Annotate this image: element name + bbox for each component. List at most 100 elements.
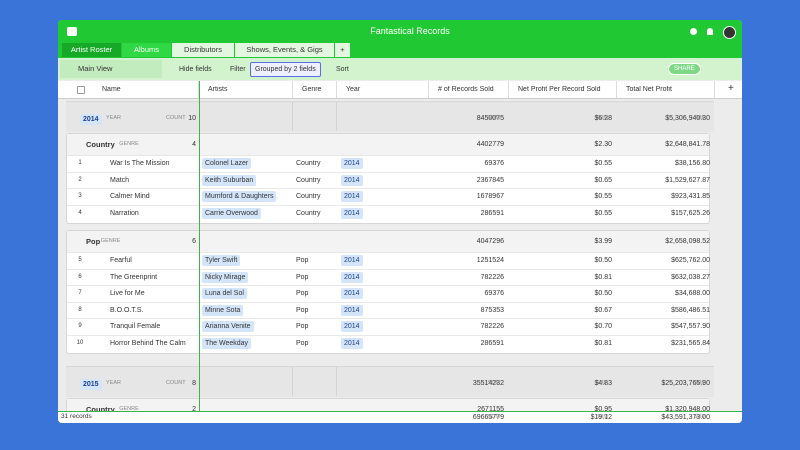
cell-name[interactable]: War Is The Mission xyxy=(110,160,170,167)
column-divider xyxy=(336,81,337,98)
cell-year[interactable]: 2014 xyxy=(341,255,363,266)
group-value[interactable]: 2015 xyxy=(80,379,102,390)
cell-artist[interactable]: Colonel Lazer xyxy=(202,158,252,169)
cell-artist[interactable]: Mumford & Daughters xyxy=(202,191,277,202)
group-sum: $4.83 xyxy=(594,380,612,387)
hide-fields[interactable]: Hide fields xyxy=(179,66,212,73)
cell-year[interactable]: 2014 xyxy=(341,207,363,219)
cell-genre[interactable]: Country xyxy=(296,209,321,217)
cell-number[interactable]: 69376 xyxy=(484,290,504,297)
column-header[interactable]: Total Net Profit xyxy=(626,86,672,93)
cell-number[interactable]: $0.55 xyxy=(594,209,612,217)
group-value[interactable]: 2014 xyxy=(80,114,102,125)
cell-artist[interactable]: The Weekday xyxy=(202,337,252,349)
cell-year[interactable]: 2014 xyxy=(341,271,363,283)
column-header[interactable]: Net Profit Per Record Sold xyxy=(518,86,601,93)
cell-year[interactable]: 2014 xyxy=(341,174,363,186)
cell-number[interactable]: 1251524 xyxy=(476,257,504,264)
cell-artist[interactable]: Carrie Overwood xyxy=(202,207,261,219)
cell-number[interactable]: 875353 xyxy=(480,306,504,314)
tab[interactable]: Artist Roster xyxy=(62,43,121,57)
column-header[interactable]: Genre xyxy=(302,86,322,93)
cell-artist[interactable]: Minne Sota xyxy=(202,304,244,316)
column-header[interactable]: Name xyxy=(102,86,121,93)
cell-artist[interactable]: Tyler Swift xyxy=(202,255,241,266)
cell-genre[interactable]: Pop xyxy=(296,257,309,264)
cell-number[interactable]: $0.55 xyxy=(594,160,612,167)
cell-number[interactable]: $586,486.51 xyxy=(671,306,710,314)
row-number: 1 xyxy=(78,160,82,166)
grouped[interactable]: Grouped by 2 fields xyxy=(250,62,321,77)
cell-number[interactable]: $0.50 xyxy=(594,290,612,297)
cell-genre[interactable]: Pop xyxy=(296,339,309,347)
cell-genre[interactable]: Pop xyxy=(296,273,309,281)
cell-artist[interactable]: Arianna Venite xyxy=(202,321,254,332)
cell-artist[interactable]: Nicky Mirage xyxy=(202,271,249,283)
subgroup-count: 2 xyxy=(192,406,196,411)
cell-name[interactable]: Tranquil Female xyxy=(110,323,161,330)
cell-name[interactable]: Match xyxy=(110,176,130,184)
cell-year[interactable]: 2014 xyxy=(341,321,363,332)
cell-number[interactable]: 2367845 xyxy=(476,176,504,184)
cell-year[interactable]: 2014 xyxy=(341,337,363,349)
filter[interactable]: Filter xyxy=(230,66,246,73)
cell-number[interactable]: $0.50 xyxy=(594,257,612,264)
cell-name[interactable]: Calmer Mind xyxy=(110,193,150,200)
tab[interactable]: Distributors xyxy=(172,43,234,57)
cell-number[interactable]: 782226 xyxy=(480,323,504,330)
subgroup-value[interactable]: Country xyxy=(86,140,115,149)
cell-number[interactable]: $0.67 xyxy=(594,306,612,314)
cell-artist[interactable]: Keith Suburban xyxy=(202,174,257,186)
title[interactable]: Fantastical Records xyxy=(370,26,450,36)
cell-number[interactable]: $632,038.27 xyxy=(671,273,710,281)
cell-number[interactable]: $923,431.85 xyxy=(671,193,710,200)
cell-year[interactable]: 2014 xyxy=(341,191,363,202)
cell-number[interactable]: $0.65 xyxy=(594,176,612,184)
cell-number[interactable]: $625,762.00 xyxy=(671,257,710,264)
sort[interactable]: Sort xyxy=(336,66,349,73)
cell-genre[interactable]: Country xyxy=(296,160,321,167)
cell-year[interactable]: 2014 xyxy=(341,158,363,169)
cell-number[interactable]: $547,557.90 xyxy=(671,323,710,330)
column-header[interactable]: Year xyxy=(346,86,361,93)
cell-year[interactable]: 2014 xyxy=(341,288,363,299)
cell-name[interactable]: Horror Behind The Calm xyxy=(110,339,186,347)
cell-number[interactable]: 286591 xyxy=(480,339,504,347)
cell-genre[interactable]: Pop xyxy=(296,306,309,314)
row-line xyxy=(67,334,709,336)
cell-name[interactable]: Narration xyxy=(110,209,139,217)
cell-number[interactable]: 286591 xyxy=(480,209,504,217)
subgroup-value[interactable]: Country xyxy=(86,405,115,411)
cell-name[interactable]: Fearful xyxy=(110,257,132,264)
tab[interactable]: Shows, Events, & Gigs xyxy=(235,43,334,57)
cell-number[interactable]: $0.70 xyxy=(594,323,612,330)
cell-genre[interactable]: Country xyxy=(296,193,321,200)
cell-number[interactable]: $231,565.84 xyxy=(671,339,710,347)
view-switcher[interactable]: Main View xyxy=(60,60,162,78)
cell-number[interactable]: 1678967 xyxy=(476,193,504,200)
cell-year[interactable]: 2014 xyxy=(341,304,363,316)
cell-genre[interactable]: Pop xyxy=(296,290,309,297)
cell-number[interactable]: $0.81 xyxy=(594,273,612,281)
cell-number[interactable]: $34,688.00 xyxy=(674,290,710,297)
cell-genre[interactable]: Country xyxy=(296,176,321,184)
tab[interactable]: Albums xyxy=(122,43,171,57)
cell-number[interactable]: $0.55 xyxy=(594,193,612,200)
cell-number[interactable]: 69376 xyxy=(484,160,504,167)
column-header[interactable]: Artists xyxy=(208,86,228,93)
cell-number[interactable]: 782226 xyxy=(480,273,504,281)
add-column[interactable]: + xyxy=(728,83,734,94)
tab[interactable]: + xyxy=(335,43,350,57)
cell-artist[interactable]: Luna del Sol xyxy=(202,288,247,299)
cell-genre[interactable]: Pop xyxy=(296,323,309,330)
cell-name[interactable]: B.O.O.T.S. xyxy=(110,306,144,314)
cell-number[interactable]: $38,156.80 xyxy=(674,160,710,167)
cell-number[interactable]: $0.81 xyxy=(594,339,612,347)
cell-name[interactable]: The Greenprint xyxy=(110,273,158,281)
column-header[interactable]: # of Records Sold xyxy=(438,86,494,93)
share[interactable]: SHARE xyxy=(668,63,701,75)
cell-name[interactable]: Live for Me xyxy=(110,290,145,297)
cell-number[interactable]: $157,625.26 xyxy=(671,209,710,217)
cell-number[interactable]: $1,529,627.87 xyxy=(665,176,710,184)
subgroup-value[interactable]: Pop xyxy=(86,237,101,246)
